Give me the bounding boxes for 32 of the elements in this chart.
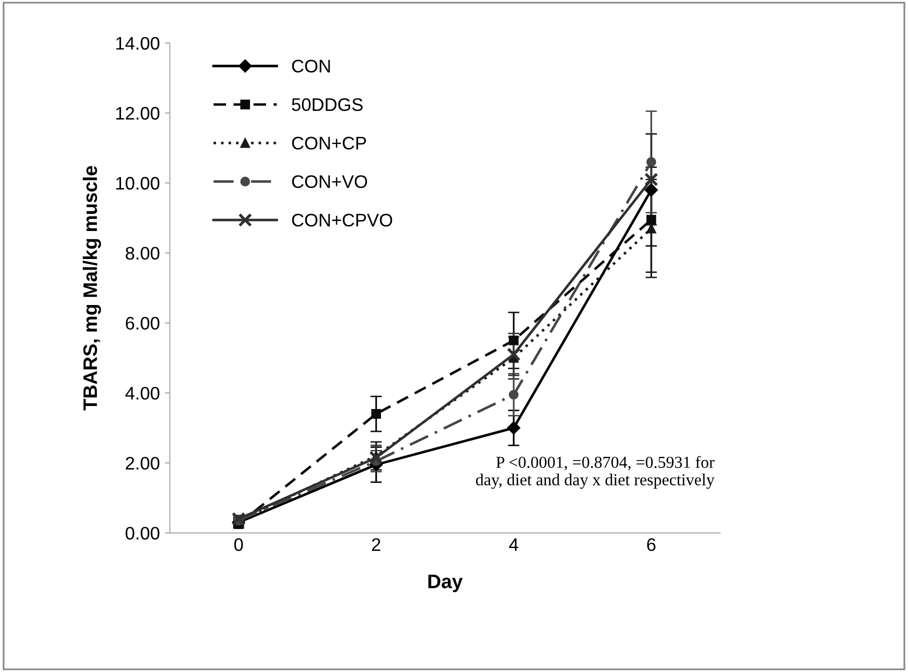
legend-label: CON+VO [292,175,368,188]
x-tick-label: 2 [372,538,380,551]
legend-label: CON+CP [292,136,366,150]
point [644,172,658,186]
x-tick-label: 0 [234,538,243,552]
y-tick-label: 14.00 [116,36,160,50]
y-tick-label: 4.00 [125,386,160,400]
x-tick-label: 6 [647,538,656,552]
legend-label: CON [292,60,330,73]
point [646,214,656,225]
point [506,347,521,362]
x-tick-label: 4 [509,538,518,551]
point [232,512,246,526]
annotation: P <0.0001, =0.8704, =0.5931 for day, diet and day x diet respectively [476,456,714,489]
y-tick-label: 10.00 [116,176,160,190]
y-tick-label: 0.00 [126,526,160,540]
point [644,183,658,197]
y-tick-label: 8.00 [126,246,160,260]
point [371,409,381,419]
y-axis-title: TBARS, mg Mal/kg muscle [82,166,102,410]
x-axis-title: Day [428,574,463,592]
point [369,450,384,465]
y-tick-label: 12.00 [116,106,160,120]
y-tick-label: 6.00 [126,316,160,330]
y-tick-label: 2.00 [126,456,160,470]
legend-label: CON+CPVO [292,214,392,227]
point [507,421,520,435]
point [646,224,656,234]
point [508,390,519,400]
point [508,336,519,346]
legend-label: 50DDGS [292,98,363,112]
point [646,157,656,167]
